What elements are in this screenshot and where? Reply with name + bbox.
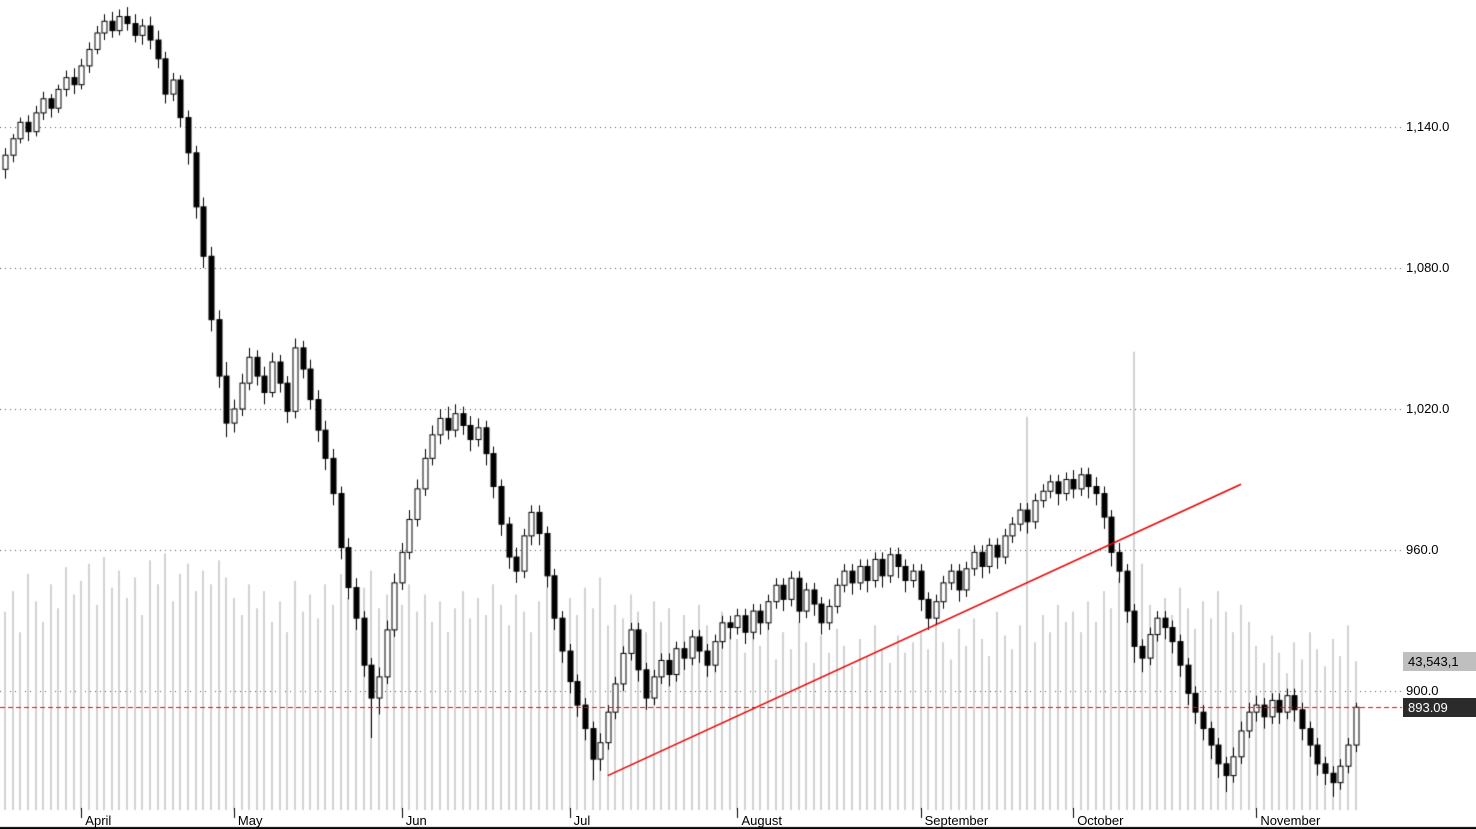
x-axis-label-august: August [741,813,782,828]
x-axis-label-september: September [924,813,989,828]
last-price-badge: 893.09 [1403,698,1476,718]
x-axis-label-may: May [237,813,263,828]
y-axis-label-900: 900.0 [1406,683,1439,698]
x-axis-label-october: October [1077,813,1124,828]
volume-axis-label: 43,543,1 [1403,652,1476,672]
x-axis-label-jun: Jun [405,813,427,828]
x-axis-label-jul: Jul [573,813,591,828]
y-axis-label-960: 960.0 [1406,542,1439,557]
x-axis-label-april: April [85,813,112,828]
y-axis-label-1020: 1,020.0 [1406,401,1450,416]
y-axis-label-1080: 1,080.0 [1406,260,1450,275]
x-axis-label-november: November [1260,813,1321,828]
y-axis-label-1140: 1,140.0 [1406,119,1450,134]
